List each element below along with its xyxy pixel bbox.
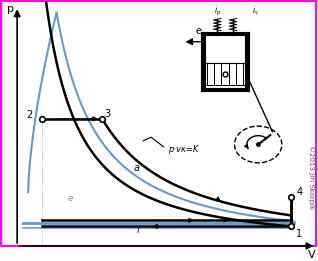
Text: V: V xyxy=(308,250,315,260)
Text: 4: 4 xyxy=(296,187,302,197)
Bar xyxy=(202,88,249,91)
Text: 2: 2 xyxy=(27,110,33,120)
Text: e: e xyxy=(195,26,201,37)
Bar xyxy=(202,32,205,91)
Text: ©2013 Jiří Škorpik: ©2013 Jiří Škorpik xyxy=(308,145,315,210)
Text: $i_v$: $i_v$ xyxy=(252,5,259,17)
Text: a: a xyxy=(134,163,140,173)
Text: i: i xyxy=(137,226,139,235)
Bar xyxy=(245,32,249,91)
Text: $i_p$: $i_p$ xyxy=(214,5,221,18)
Text: p·vκ=K: p·vκ=K xyxy=(169,145,199,154)
Text: 1: 1 xyxy=(296,229,302,239)
Text: e: e xyxy=(67,194,73,203)
Text: p: p xyxy=(7,4,14,14)
Bar xyxy=(202,32,249,35)
Bar xyxy=(205,63,245,85)
Text: 3: 3 xyxy=(104,109,110,119)
